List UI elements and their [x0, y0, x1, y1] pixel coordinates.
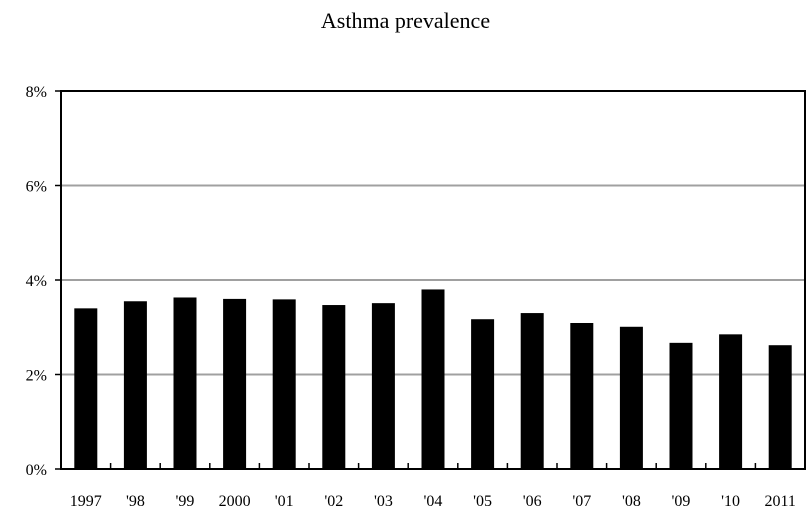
bar — [768, 345, 792, 469]
x-tick-label: '06 — [523, 493, 542, 510]
y-tick-label: 2% — [26, 368, 47, 385]
y-tick-label: 4% — [26, 273, 47, 290]
bar — [669, 342, 693, 469]
x-tick-label: '07 — [572, 493, 591, 510]
x-tick-label: 2000 — [219, 493, 251, 510]
y-axis-ticks: 0% 2% 4% 6% 8% — [26, 84, 61, 479]
x-tick-label: '05 — [473, 493, 492, 510]
bar — [223, 298, 247, 469]
bar — [471, 319, 495, 469]
bar — [322, 305, 346, 469]
x-tick-label: 1997 — [70, 493, 102, 510]
bar — [272, 299, 296, 469]
y-tick-label: 8% — [26, 84, 47, 101]
bar — [74, 308, 98, 469]
bar — [421, 289, 445, 469]
x-tick-label: '10 — [721, 493, 740, 510]
bar — [123, 301, 147, 469]
bar — [371, 303, 395, 469]
x-tick-label: '02 — [324, 493, 343, 510]
bar — [570, 322, 594, 469]
y-tick-label: 0% — [26, 462, 47, 479]
x-axis-ticks: 1997 '98 '99 2000 '01 '02 '03 '04 '05 '06 '07 '08 '0… — [70, 463, 806, 510]
y-tick-label: 6% — [26, 179, 47, 196]
x-tick-label: 2011 — [764, 493, 795, 510]
x-tick-label: '98 — [126, 493, 145, 510]
bar — [719, 334, 743, 469]
bar — [619, 326, 643, 469]
x-tick-label: '03 — [374, 493, 393, 510]
bar — [173, 297, 197, 469]
bars — [74, 289, 792, 469]
chart-title: Asthma prevalence — [320, 8, 491, 33]
x-tick-label: '04 — [424, 493, 443, 510]
x-tick-label: '99 — [176, 493, 195, 510]
bar — [520, 313, 544, 469]
x-tick-label: '08 — [622, 493, 641, 510]
x-tick-label: '09 — [672, 493, 691, 510]
x-tick-label: '01 — [275, 493, 294, 510]
